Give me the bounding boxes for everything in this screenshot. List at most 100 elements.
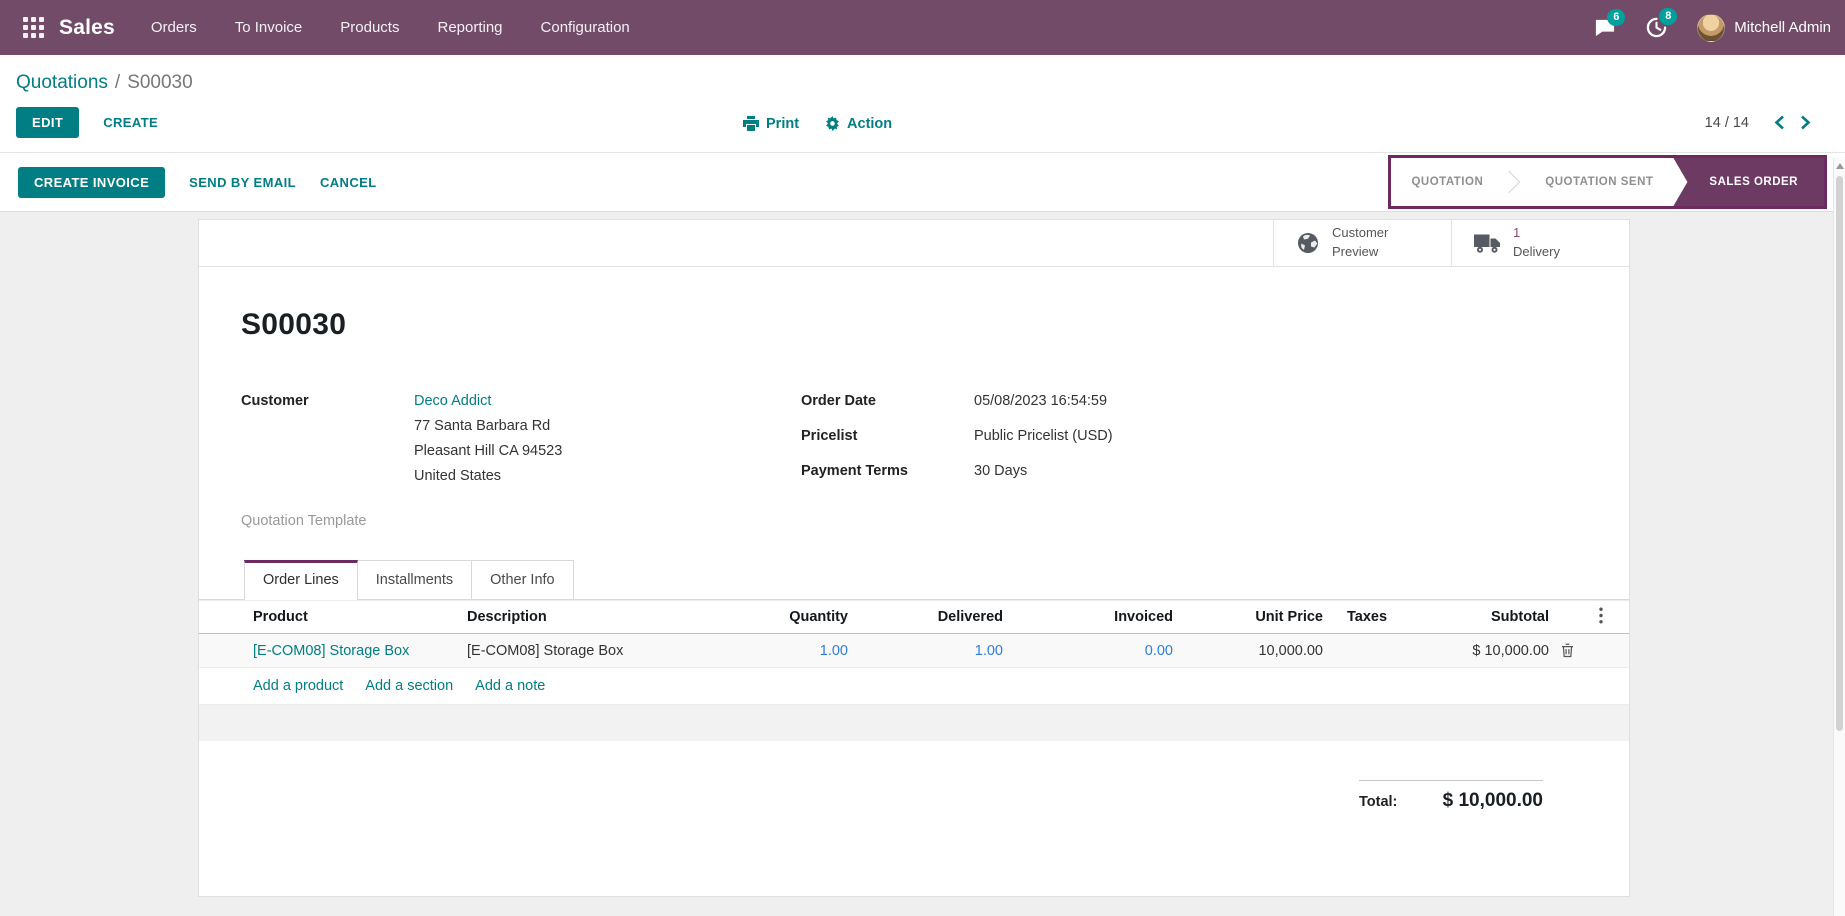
- delivery-label: Delivery: [1513, 244, 1560, 259]
- menu-reporting[interactable]: Reporting: [437, 19, 503, 36]
- activities-button[interactable]: 8: [1646, 8, 1678, 38]
- sheet-body: S00030 Customer Deco Addict 77 Santa Bar…: [199, 308, 1629, 812]
- gear-icon: [826, 116, 839, 131]
- menu-orders[interactable]: Orders: [150, 19, 197, 36]
- status-steps-highlight-box: QUOTATION QUOTATION SENT SALES ORDER: [1388, 155, 1827, 209]
- field-groups: Customer Deco Addict 77 Santa Barbara Rd…: [241, 391, 1586, 529]
- user-menu[interactable]: Mitchell Admin: [1697, 13, 1831, 42]
- pricelist-field: Pricelist Public Pricelist (USD): [801, 426, 1586, 447]
- total-value: $ 10,000.00: [1442, 790, 1543, 811]
- customer-field: Customer Deco Addict 77 Santa Barbara Rd…: [241, 391, 801, 489]
- pager-next-icon[interactable]: [1800, 115, 1811, 130]
- customer-label: Customer: [241, 393, 309, 409]
- list-header: Product Description Quantity Delivered I…: [199, 600, 1629, 634]
- description-cell: [E-COM08] Storage Box: [467, 642, 624, 659]
- step-quotation[interactable]: QUOTATION: [1411, 176, 1484, 188]
- activities-badge: 8: [1659, 8, 1678, 25]
- quotation-template-label: Quotation Template: [241, 513, 367, 529]
- order-lines-list: Product Description Quantity Delivered I…: [199, 600, 1629, 705]
- breadcrumb-quotations[interactable]: Quotations: [16, 72, 108, 93]
- print-button[interactable]: Print: [743, 116, 799, 132]
- add-product-link[interactable]: Add a product: [253, 678, 344, 694]
- app-name[interactable]: Sales: [59, 15, 115, 39]
- optional-columns-button[interactable]: [1595, 605, 1607, 629]
- form-view-area: Customer Preview 1 Delivery S00030 Custo…: [0, 212, 1845, 910]
- edit-button[interactable]: EDIT: [16, 107, 80, 138]
- menu-configuration[interactable]: Configuration: [540, 19, 630, 36]
- send-by-email-button[interactable]: SEND BY EMAIL: [189, 167, 296, 198]
- pager-count: 14 / 14: [1704, 114, 1749, 131]
- customer-link[interactable]: Deco Addict: [414, 393, 492, 409]
- delivery-stat-button[interactable]: 1 Delivery: [1451, 220, 1629, 266]
- step-separator-chevron-icon: [1503, 158, 1525, 206]
- quantity-cell[interactable]: 1.00: [819, 642, 848, 659]
- subtotal-cell: $ 10,000.00: [1472, 642, 1549, 659]
- customer-address: 77 Santa Barbara Rd Pleasant Hill CA 945…: [414, 418, 563, 484]
- delivery-count: 1: [1513, 225, 1521, 241]
- avatar: [1697, 13, 1726, 42]
- form-statusbar: CREATE INVOICE SEND BY EMAIL CANCEL QUOT…: [0, 152, 1845, 212]
- truck-icon: [1474, 234, 1500, 253]
- product-link[interactable]: [E-COM08] Storage Box: [253, 642, 410, 659]
- list-add-row: Add a product Add a section Add a note: [199, 668, 1629, 705]
- create-button[interactable]: CREATE: [103, 107, 158, 138]
- total-label: Total:: [1359, 794, 1398, 810]
- step-sales-order-active[interactable]: SALES ORDER: [1673, 158, 1824, 206]
- delete-line-button[interactable]: [1561, 643, 1574, 658]
- breadcrumb: Quotations / S00030: [16, 72, 1829, 94]
- step-quotation-sent[interactable]: QUOTATION SENT: [1545, 176, 1654, 188]
- pricelist-value: Public Pricelist (USD): [974, 428, 1113, 444]
- trash-icon: [1561, 643, 1574, 658]
- main-menu: Orders To Invoice Products Reporting Con…: [151, 19, 630, 36]
- kebab-icon: [1599, 607, 1603, 624]
- print-action-group: Print Action: [743, 107, 892, 140]
- right-field-group: Order Date 05/08/2023 16:54:59 Pricelist…: [801, 391, 1586, 529]
- tab-other-info[interactable]: Other Info: [472, 560, 574, 599]
- customer-preview-button[interactable]: Customer Preview: [1273, 220, 1451, 266]
- payment-terms-field: Payment Terms 30 Days: [801, 461, 1586, 482]
- order-date-field: Order Date 05/08/2023 16:54:59: [801, 391, 1586, 412]
- invoiced-cell[interactable]: 0.00: [1144, 642, 1173, 659]
- tab-installments[interactable]: Installments: [357, 560, 473, 599]
- payment-terms-value: 30 Days: [974, 463, 1028, 479]
- user-name: Mitchell Admin: [1734, 19, 1831, 36]
- list-footer-band: [199, 705, 1629, 741]
- navbar-systray: 6 8 Mitchell Admin: [1594, 8, 1831, 42]
- delivered-cell[interactable]: 1.00: [974, 642, 1003, 659]
- tab-order-lines[interactable]: Order Lines: [244, 560, 358, 600]
- globe-icon: [1298, 233, 1318, 253]
- notebook: Order Lines Installments Other Info Prod…: [199, 560, 1629, 741]
- create-invoice-button[interactable]: CREATE INVOICE: [18, 166, 166, 198]
- order-date-value: 05/08/2023 16:54:59: [974, 393, 1108, 409]
- scrollbar-thumb[interactable]: [1836, 176, 1843, 731]
- scrollbar-up-arrow-icon[interactable]: [1836, 163, 1844, 169]
- control-panel-buttons: EDIT CREATE Print Action 14 / 14: [16, 94, 1829, 152]
- breadcrumb-separator: /: [114, 72, 121, 93]
- messages-button[interactable]: 6: [1594, 8, 1626, 38]
- order-title: S00030: [241, 308, 347, 341]
- pager-previous-icon[interactable]: [1774, 115, 1785, 130]
- control-panel: Quotations / S00030 EDIT CREATE Print Acti…: [0, 55, 1845, 152]
- breadcrumb-current: S00030: [127, 72, 193, 93]
- menu-to-invoice[interactable]: To Invoice: [234, 19, 303, 36]
- add-section-link[interactable]: Add a section: [365, 678, 454, 694]
- stat-button-box: Customer Preview 1 Delivery: [199, 220, 1629, 267]
- add-note-link[interactable]: Add a note: [475, 678, 546, 694]
- left-field-group: Customer Deco Addict 77 Santa Barbara Rd…: [241, 391, 801, 529]
- vertical-scrollbar[interactable]: [1833, 158, 1845, 916]
- top-navbar: Sales Orders To Invoice Products Reporti…: [0, 0, 1845, 55]
- apps-menu-icon[interactable]: [23, 17, 44, 38]
- unit-price-cell: 10,000.00: [1258, 642, 1323, 659]
- pager: 14 / 14: [1705, 115, 1829, 131]
- notebook-tabs: Order Lines Installments Other Info: [199, 560, 1629, 600]
- clock-icon: [1647, 17, 1667, 38]
- messages-badge: 6: [1607, 8, 1626, 26]
- printer-icon: [743, 116, 759, 131]
- cancel-button[interactable]: CANCEL: [320, 167, 377, 198]
- form-sheet: Customer Preview 1 Delivery S00030 Custo…: [198, 219, 1630, 897]
- action-button[interactable]: Action: [825, 116, 892, 132]
- menu-products[interactable]: Products: [340, 19, 400, 36]
- totals-block: Total: $ 10,000.00: [1359, 780, 1543, 812]
- order-line-row[interactable]: [E-COM08] Storage Box [E-COM08] Storage …: [199, 634, 1629, 668]
